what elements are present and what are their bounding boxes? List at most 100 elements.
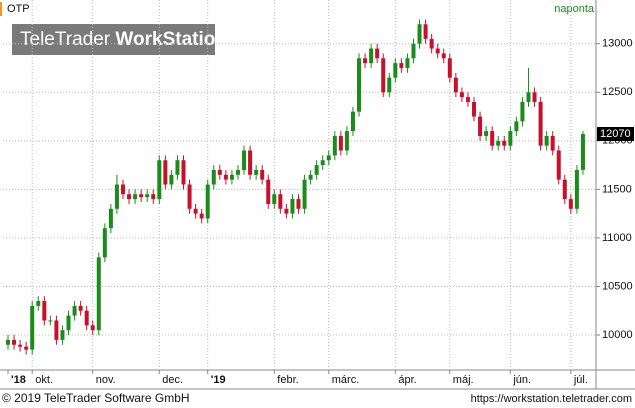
candle-body — [405, 58, 410, 68]
candle-body — [290, 199, 295, 214]
candle-body — [508, 131, 513, 146]
candle-body — [550, 135, 555, 151]
candle-body — [187, 184, 192, 209]
candle-body — [520, 101, 525, 122]
candle-body — [532, 92, 537, 102]
candle-body — [556, 150, 561, 180]
candle-body — [314, 165, 319, 175]
x-tick-label: márc. — [332, 374, 360, 386]
candle-body — [435, 48, 440, 54]
candle-body — [344, 131, 349, 151]
candle-body — [248, 150, 253, 175]
candle-body — [72, 305, 77, 316]
x-tick-label: máj. — [453, 374, 474, 386]
candle-body — [42, 301, 47, 321]
candle-body — [211, 169, 216, 185]
candle-body — [133, 194, 138, 200]
candle-body — [302, 179, 307, 209]
candle-body — [199, 213, 204, 219]
candle-body — [18, 344, 23, 347]
candle-body — [441, 53, 446, 59]
y-tick-label: 13000 — [602, 38, 633, 50]
candle-body — [157, 160, 162, 200]
candle-body — [66, 315, 71, 331]
last-price-label: 12070 — [600, 128, 631, 140]
copyright: © 2019 TeleTrader Software GmbH — [2, 391, 190, 405]
candle-body — [447, 58, 452, 78]
candle-body — [6, 339, 10, 345]
candle-body — [242, 150, 247, 170]
candle-body — [284, 208, 289, 214]
candle-body — [96, 257, 101, 331]
candle-body — [102, 228, 107, 258]
x-tick-label: '19 — [211, 374, 226, 386]
candle-body — [193, 208, 198, 214]
candle-body — [127, 194, 132, 200]
candle-body — [217, 169, 222, 175]
candle-body — [580, 134, 585, 170]
candle-body — [278, 194, 283, 209]
candle-body — [417, 24, 422, 44]
candle-body — [574, 169, 579, 209]
x-tick-label: jún. — [512, 374, 531, 386]
x-tick-label: júl. — [573, 374, 588, 386]
candle-body — [465, 97, 470, 102]
candle-body — [369, 48, 374, 64]
candle-body — [357, 58, 362, 112]
candle-body — [478, 116, 483, 136]
candle-body — [350, 111, 355, 132]
candle-body — [459, 92, 464, 98]
candle-body — [562, 179, 567, 200]
candle-body — [151, 194, 156, 200]
candle-body — [526, 92, 531, 102]
candle-body — [387, 77, 392, 93]
candle-body — [320, 160, 325, 166]
y-tick-label: 12500 — [602, 86, 633, 98]
candle-body — [90, 325, 95, 331]
y-tick-label: 10000 — [602, 329, 633, 341]
x-tick-label: nov. — [96, 374, 116, 386]
candle-body — [54, 320, 59, 340]
footer-url: https://workstation.teletrader.com — [471, 393, 632, 405]
candle-body — [36, 301, 41, 306]
candle-body — [260, 169, 265, 180]
candle-body — [411, 43, 416, 59]
last-price-box — [597, 127, 634, 142]
candle-body — [169, 174, 174, 185]
candle-body — [502, 140, 507, 146]
x-tick-label: '18 — [11, 374, 26, 386]
y-tick-label: 11000 — [602, 232, 632, 244]
candle-body — [423, 24, 428, 39]
candle-body — [399, 63, 404, 68]
candle-body — [108, 208, 113, 229]
candle-body — [338, 135, 343, 151]
candle-body — [496, 140, 501, 146]
candle-body — [429, 38, 434, 49]
candle-body — [229, 174, 234, 180]
logo-product: WorkStation — [115, 29, 227, 50]
candle-body — [332, 135, 337, 156]
candle-body — [84, 310, 89, 326]
candle-body — [272, 194, 277, 204]
logo: TeleTrader WorkStation — [20, 29, 227, 50]
candle-body — [453, 77, 458, 93]
candle-body — [326, 155, 331, 161]
candle-body — [60, 330, 65, 340]
candle-body — [381, 58, 386, 93]
candle-body — [484, 131, 489, 136]
candle-body — [24, 346, 29, 350]
candle-body — [235, 169, 240, 175]
candle-body — [30, 305, 35, 350]
candle-body — [266, 179, 271, 204]
x-tick-label: dec. — [162, 374, 183, 386]
candle-body — [139, 194, 144, 198]
candle-body — [205, 184, 210, 219]
candle-body — [363, 58, 368, 64]
candle-body — [544, 135, 549, 146]
candle-body — [254, 169, 259, 175]
symbol-marker — [0, 2, 2, 16]
candle-body — [538, 101, 543, 146]
symbol-title: OTP — [7, 3, 30, 15]
